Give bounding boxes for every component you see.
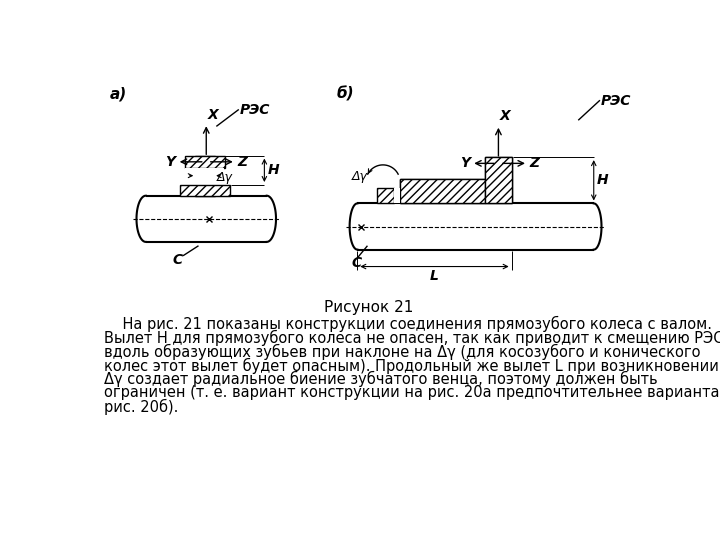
Text: Z: Z (529, 157, 539, 170)
Text: б): б) (336, 86, 354, 102)
Bar (194, 156, 215, 195)
Text: X: X (500, 109, 510, 123)
Text: РЭС: РЭС (240, 103, 270, 117)
Bar (394, 188, 400, 204)
Text: На рис. 21 показаны конструкции соединения прямозубого колеса с валом.: На рис. 21 показаны конструкции соединен… (104, 316, 712, 332)
Bar (185, 168, 224, 195)
Text: C: C (172, 253, 182, 267)
Text: РЭС: РЭС (600, 94, 631, 108)
Text: Y: Y (460, 157, 469, 170)
Bar (180, 185, 230, 195)
Text: Y: Y (166, 155, 175, 169)
Text: L: L (430, 269, 439, 283)
Bar (485, 157, 512, 204)
Text: вдоль образующих зубьев при наклоне на Δγ (для косозубого и конического: вдоль образующих зубьев при наклоне на Δ… (104, 343, 701, 360)
Text: Δγ: Δγ (216, 171, 232, 184)
Text: рис. 20б).: рис. 20б). (104, 399, 179, 415)
Bar (184, 156, 225, 168)
Bar (400, 179, 485, 204)
Text: ограничен (т. е. вариант конструкции на рис. 20а предпочтительнее варианта на: ограничен (т. е. вариант конструкции на … (104, 385, 720, 400)
Text: Рисунок 21: Рисунок 21 (324, 300, 414, 315)
Text: C: C (352, 256, 362, 270)
Bar (400, 179, 485, 204)
Text: Z: Z (238, 155, 247, 169)
Text: Δγ создает радиальное биение зубчатого венца, поэтому должен быть: Δγ создает радиальное биение зубчатого в… (104, 372, 657, 387)
Text: Вылет H для прямозубого колеса не опасен, так как приводит к смещению РЭС: Вылет H для прямозубого колеса не опасен… (104, 330, 720, 346)
Text: H: H (597, 173, 608, 187)
Text: X: X (208, 108, 219, 122)
Text: H: H (267, 163, 279, 177)
Bar (485, 157, 512, 204)
Text: Δγ: Δγ (351, 170, 367, 183)
Text: а): а) (109, 86, 127, 102)
Bar (377, 188, 394, 204)
Text: колес этот вылет будет опасным). Продольный же вылет L при возникновении: колес этот вылет будет опасным). Продоль… (104, 357, 719, 374)
